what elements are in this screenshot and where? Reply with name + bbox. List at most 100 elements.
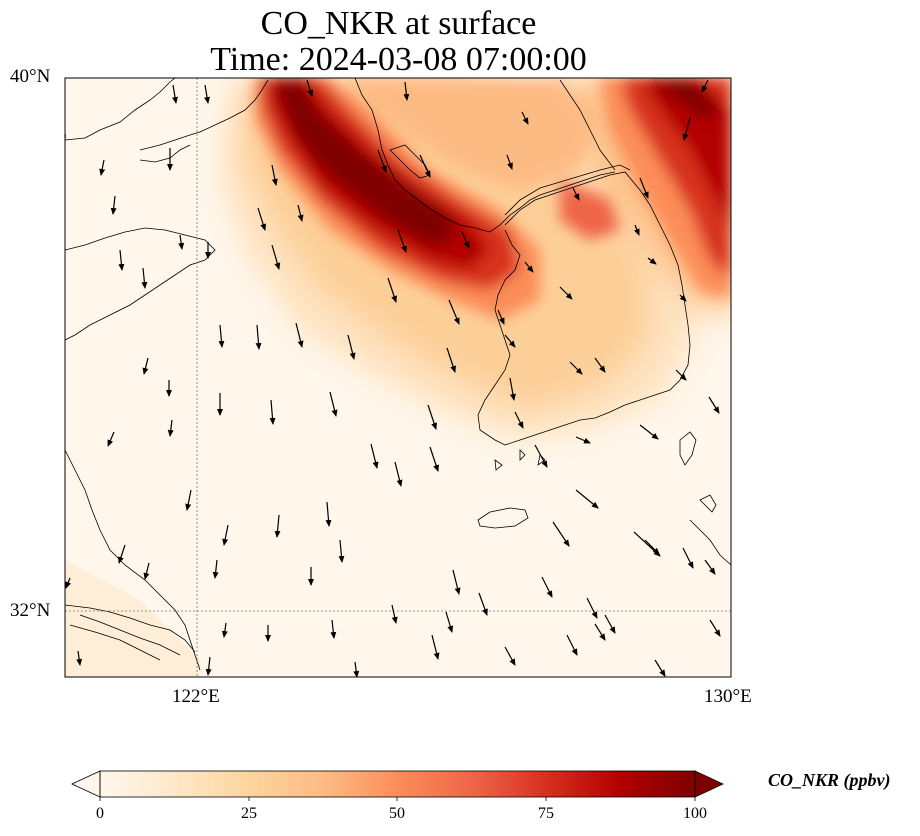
wind-arrow: [269, 399, 276, 425]
wind-arrow: [325, 501, 332, 527]
wind-arrow: [639, 424, 659, 440]
colorbar-tick-label: 50: [389, 805, 405, 822]
co-concentration-field: [65, 78, 731, 677]
wind-arrow: [391, 604, 398, 624]
wind-arrow: [218, 324, 225, 348]
wind-arrow: [675, 369, 687, 381]
wind-arrow: [594, 357, 606, 373]
wind-arrow: [419, 154, 431, 178]
wind-arrow: [306, 79, 314, 97]
wind-arrow: [633, 224, 640, 236]
wind-arrow: [118, 544, 126, 564]
wind-arrow: [329, 391, 338, 417]
wind-arrow: [172, 84, 178, 104]
lat-label-32n: 32°N: [10, 600, 51, 621]
wind-arrow: [704, 559, 716, 575]
wind-arrow: [387, 277, 397, 303]
wind-arrow: [427, 404, 437, 430]
wind-arrow: [297, 204, 304, 222]
wind-arrow: [353, 661, 360, 677]
wind-arrow: [506, 154, 513, 170]
wind-arrow: [504, 334, 516, 348]
colorbar-tick-label: 75: [538, 805, 554, 822]
wind-arrow: [107, 431, 115, 447]
wind-arrow: [221, 622, 228, 638]
colorbar-extend-min: [71, 770, 101, 798]
wind-arrow: [370, 443, 379, 469]
wind-arrow: [271, 164, 278, 186]
wind-arrow: [445, 611, 454, 633]
wind-arrow: [271, 244, 281, 270]
wind-arrow: [569, 361, 583, 375]
wind-arrow: [178, 234, 185, 250]
wind-arrow: [431, 634, 440, 660]
wind-arrow: [330, 619, 337, 639]
wind-arrow: [394, 461, 403, 487]
wind-arrow: [76, 650, 83, 666]
wind-arrow: [205, 656, 212, 676]
wind-arrow: [478, 592, 488, 616]
wind-arrow: [521, 111, 529, 125]
wind-arrow: [701, 79, 709, 93]
lat-label-40n: 40°N: [10, 66, 51, 87]
wind-arrow: [594, 623, 606, 641]
wind-arrow: [295, 322, 304, 348]
gridlines: [65, 78, 731, 677]
wind-arrow: [448, 299, 460, 325]
wind-arrow: [222, 524, 229, 546]
colorbar-tick-label: 100: [683, 805, 707, 822]
wind-arrow: [566, 634, 578, 656]
wind-arrow: [604, 614, 616, 634]
wind-arrow: [497, 309, 505, 325]
wind-arrow: [682, 547, 694, 569]
wind-arrow: [143, 562, 150, 580]
wind-arrow: [212, 559, 219, 579]
wind-arrow: [709, 619, 721, 637]
wind-arrow: [572, 187, 580, 201]
wind-arrow: [446, 347, 456, 373]
wind-arrow: [654, 659, 666, 677]
wind-arrow: [99, 159, 106, 176]
wind-arrow: [639, 177, 649, 199]
map-title: CO_NKR at surface: [260, 5, 537, 42]
wind-arrow: [452, 569, 461, 595]
wind-arrow: [575, 489, 599, 509]
wind-arrow: [338, 539, 345, 563]
colorbar-extend-max: [694, 770, 724, 798]
wind-arrow: [118, 249, 125, 271]
wind-arrow: [403, 81, 410, 101]
colorbar-title: CO_NKR (ppbv): [768, 770, 891, 790]
wind-arrow: [524, 261, 534, 273]
wind-arrow: [429, 446, 439, 472]
map-subtitle-time: Time: 2024-03-08 07:00:00: [210, 41, 587, 78]
wind-arrow: [647, 257, 657, 265]
lon-label-130e: 130°E: [704, 686, 752, 707]
wind-arrow: [167, 419, 174, 437]
wind-arrow: [586, 597, 598, 619]
wind-arrow: [255, 324, 262, 350]
wind-arrow: [397, 229, 407, 253]
wind-arrow: [257, 207, 267, 231]
colorbar-tick-label: 0: [96, 805, 104, 822]
wind-arrow: [461, 231, 470, 249]
wind-arrow: [347, 334, 356, 360]
wind-arrow: [142, 357, 149, 375]
wind-arrow: [514, 411, 524, 429]
wind-arrow: [575, 436, 591, 444]
wind-arrow: [679, 294, 687, 302]
wind-arrow: [185, 489, 192, 511]
wind-arrow: [559, 286, 573, 300]
wind-arrow: [65, 577, 72, 589]
wind-arrow: [644, 539, 660, 555]
wind-arrow: [377, 149, 387, 173]
colorbar: [71, 770, 724, 801]
wind-arrow: [534, 444, 548, 468]
colorbar-tick-label: 25: [241, 805, 257, 822]
wind-vectors: [65, 79, 721, 677]
wind-arrow: [110, 195, 117, 215]
wind-arrow: [504, 646, 516, 666]
wind-arrow: [541, 576, 553, 598]
wind-arrow: [274, 514, 281, 538]
wind-arrow: [552, 521, 570, 547]
